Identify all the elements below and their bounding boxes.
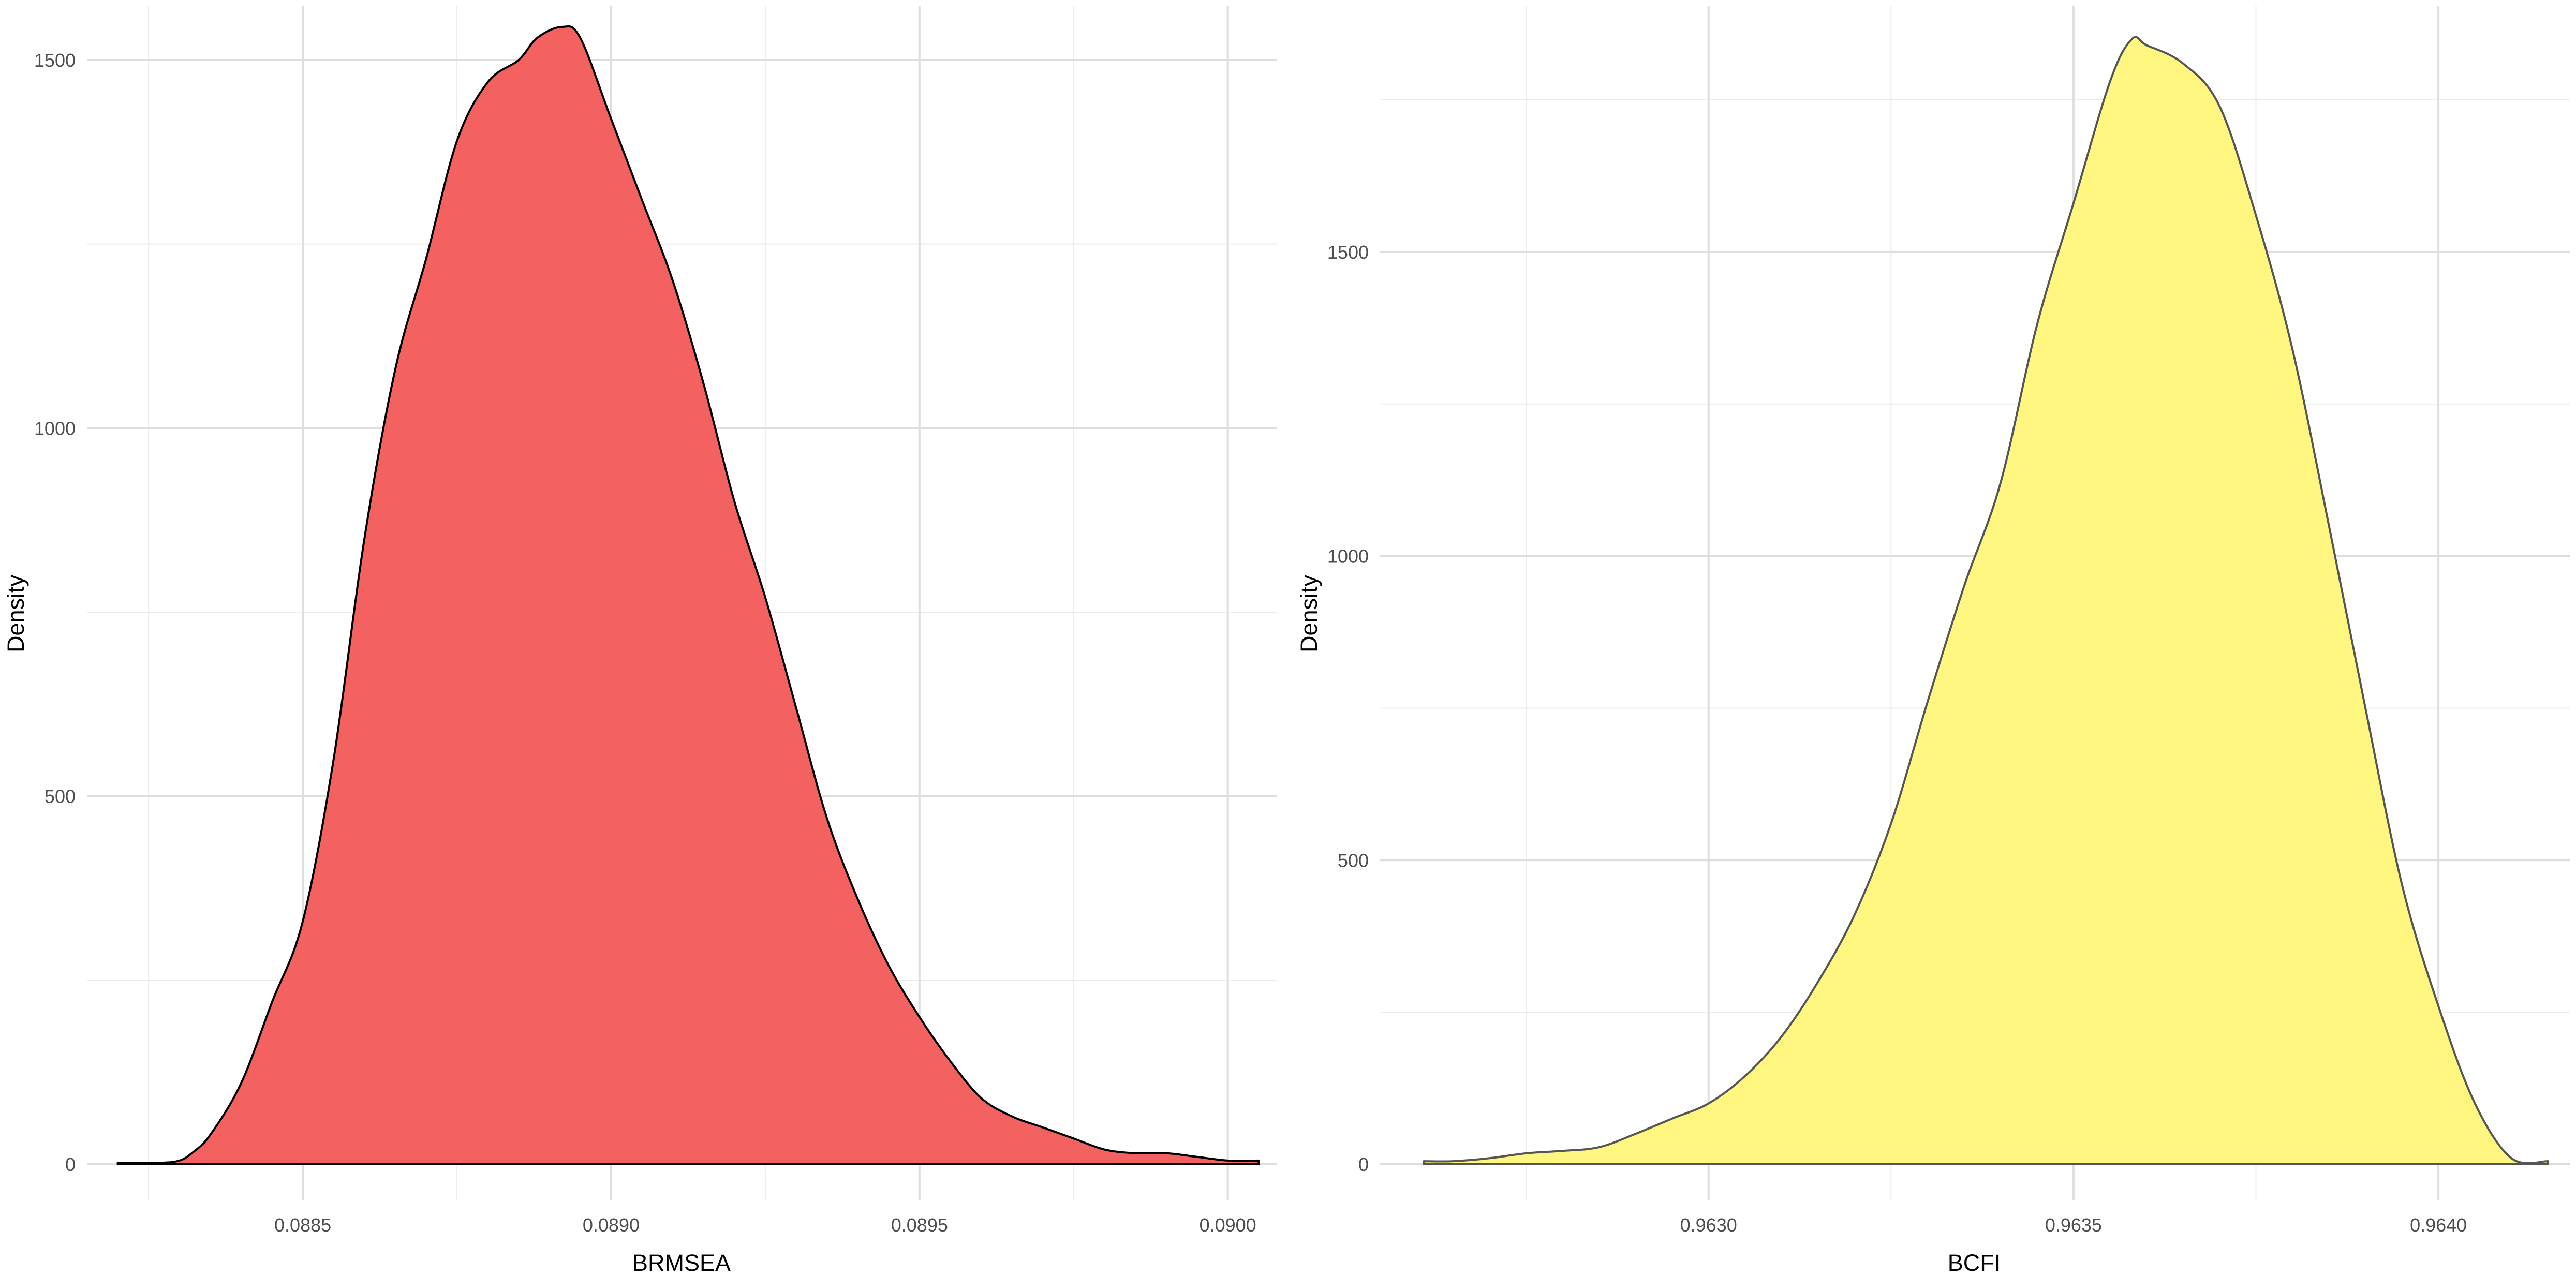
x-tick-label: 0.0885	[274, 1214, 331, 1236]
density-fill	[117, 26, 1259, 1164]
y-axis-title: Density	[1296, 574, 1322, 652]
x-tick-label: 0.9640	[2410, 1214, 2467, 1236]
density-fill	[1424, 37, 2548, 1164]
density-area	[116, 25, 1260, 1165]
y-axis-title: Density	[3, 574, 29, 652]
y-tick-label: 500	[45, 786, 76, 807]
y-tick-label: 500	[1338, 850, 1369, 871]
x-tick-label: 0.0895	[891, 1214, 948, 1236]
y-tick-label: 0	[1358, 1154, 1369, 1175]
density-line	[1423, 36, 2549, 1165]
x-tick-labels: 0.9630 0.9635 0.9640	[1680, 1214, 2467, 1236]
x-tick-labels: 0.0885 0.0890 0.0895 0.0900	[274, 1214, 1256, 1236]
x-tick-label: 0.9635	[2045, 1214, 2102, 1236]
density-area	[1423, 36, 2549, 1165]
y-tick-label: 1500	[34, 50, 76, 71]
x-tick-label: 0.0890	[583, 1214, 640, 1236]
x-tick-label: 0.9630	[1680, 1214, 1737, 1236]
x-axis-title: BCFI	[1948, 1250, 2001, 1276]
y-tick-label: 1000	[1327, 546, 1369, 567]
x-tick-label: 0.0900	[1200, 1214, 1256, 1236]
x-axis-title: BRMSEA	[632, 1250, 731, 1276]
panel-bcfi-density: 0.9630 0.9635 0.9640 0 500 1000 1500 BCFI Den…	[1296, 6, 2570, 1276]
panel-brmsea-density: 0.0885 0.0890 0.0895 0.0900 0 500 1000 1500 BR…	[3, 6, 1277, 1276]
density-line	[116, 25, 1260, 1165]
y-tick-label: 1500	[1327, 242, 1369, 263]
y-tick-labels: 0 500 1000 1500	[34, 50, 76, 1175]
y-tick-label: 1000	[34, 418, 76, 439]
y-tick-labels: 0 500 1000 1500	[1327, 242, 1369, 1175]
y-tick-label: 0	[65, 1154, 76, 1175]
